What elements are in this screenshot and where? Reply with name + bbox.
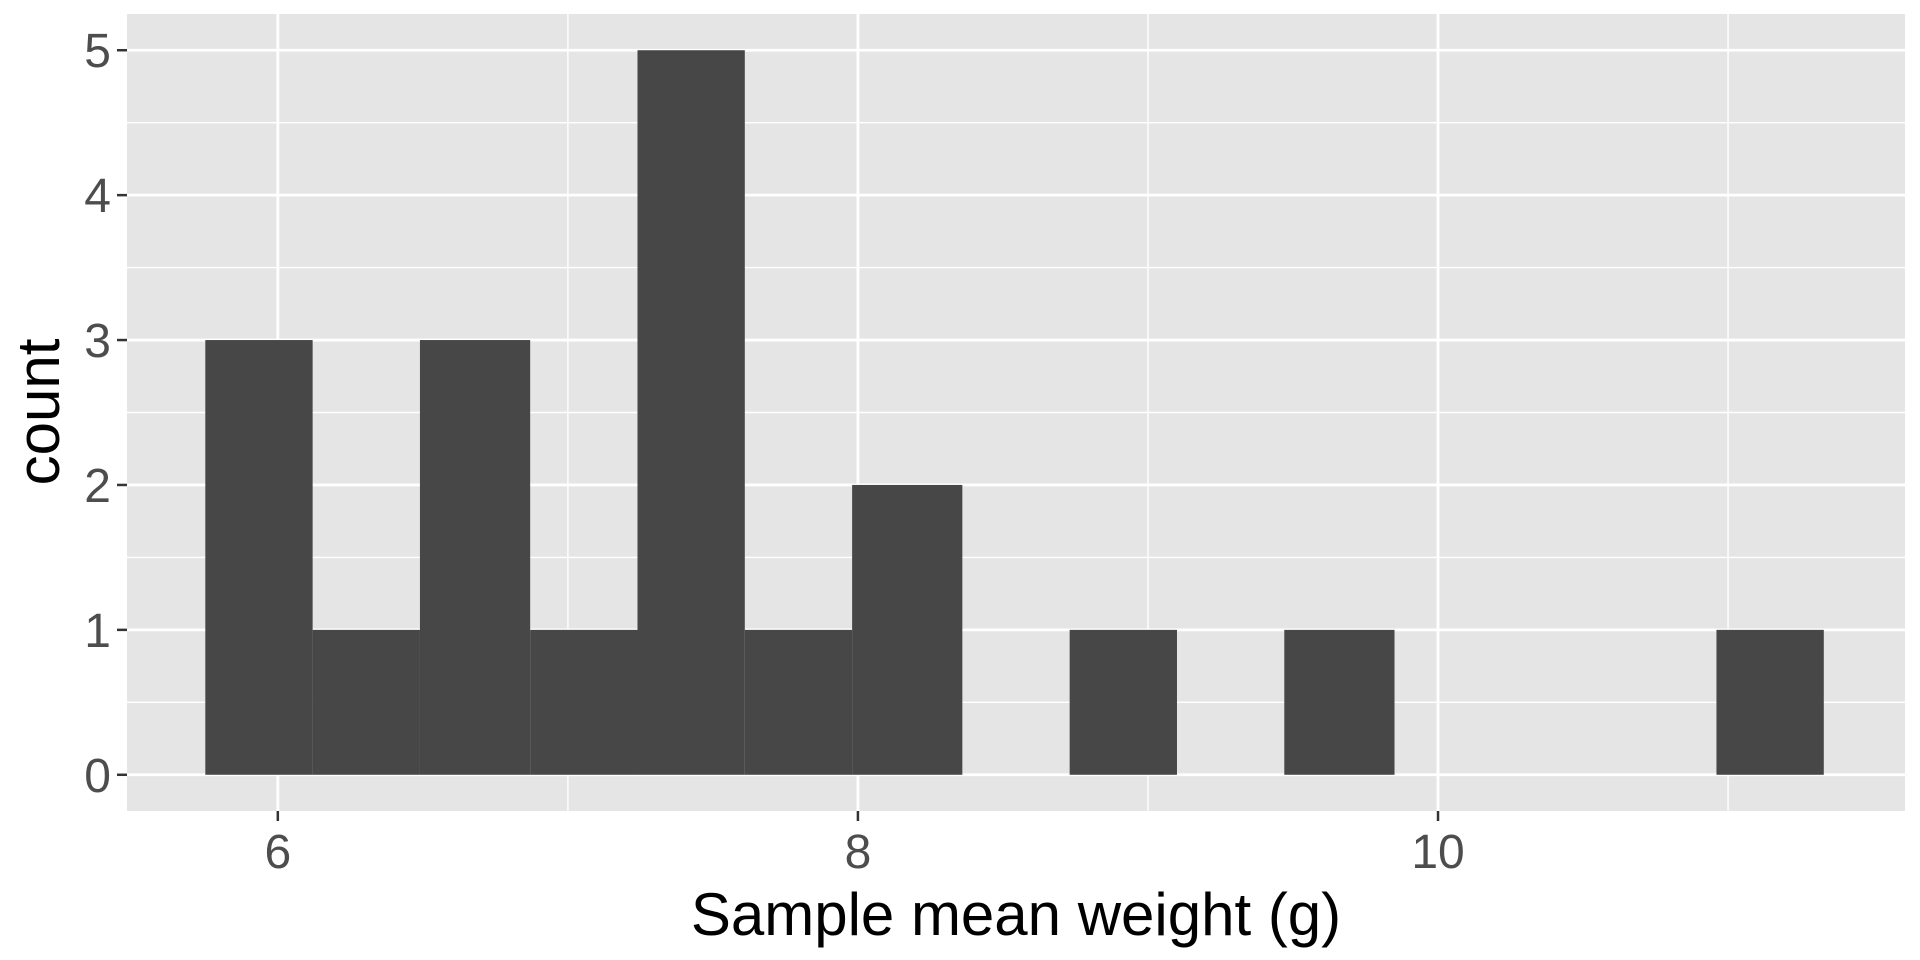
x-tick-label: 6 <box>264 826 291 879</box>
x-axis: 6 8 10 <box>264 811 1465 879</box>
histogram-bar <box>205 340 313 775</box>
y-tick-label: 5 <box>84 25 111 78</box>
y-tick-label: 4 <box>84 170 111 223</box>
histogram-bar <box>852 484 963 775</box>
histogram-bars <box>205 50 1824 775</box>
x-axis-title: Sample mean weight (g) <box>691 881 1341 948</box>
histogram-bar <box>637 50 745 775</box>
histogram-bar <box>1716 629 1824 775</box>
y-axis: 0 1 2 3 4 5 <box>84 25 127 803</box>
y-tick-label: 2 <box>84 460 111 513</box>
histogram-bar <box>419 340 531 775</box>
y-tick-label: 3 <box>84 315 111 368</box>
histogram-bar <box>1069 629 1177 775</box>
histogram-bar <box>1284 629 1395 775</box>
histogram-bar <box>744 629 853 775</box>
histogram-bar <box>530 629 638 775</box>
y-tick-label: 1 <box>84 605 111 658</box>
y-axis-title: count <box>5 338 72 485</box>
histogram-bar <box>312 629 420 775</box>
y-tick-label: 0 <box>84 750 111 803</box>
x-tick-label: 8 <box>845 826 872 879</box>
x-tick-label: 10 <box>1411 826 1464 879</box>
